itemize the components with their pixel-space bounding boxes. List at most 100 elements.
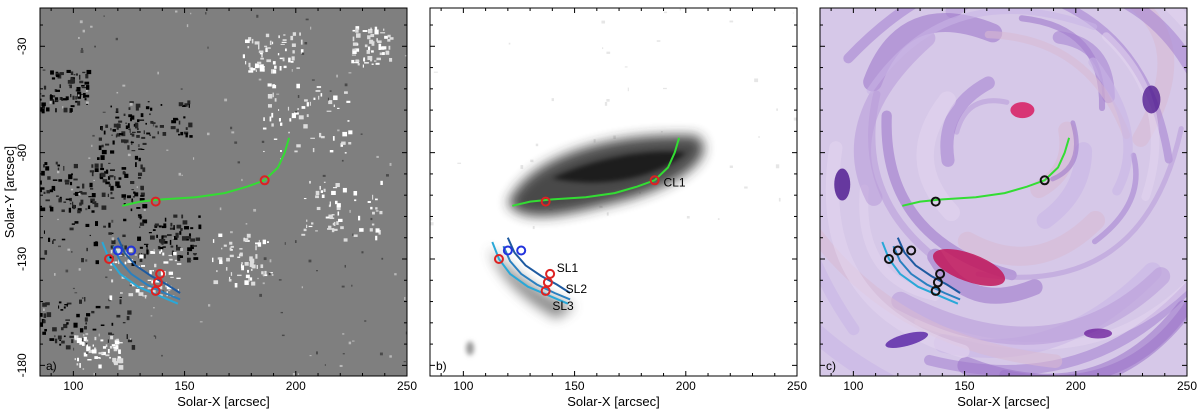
axes: 100 150 200 250: [430, 8, 807, 393]
negative-polarity-patch: [81, 84, 85, 87]
positive-polarity-patch: [298, 115, 304, 120]
negative-polarity-patch: [85, 223, 90, 228]
negative-polarity-patch: [142, 142, 147, 145]
faint-emission-speck: [606, 98, 610, 102]
negative-polarity-patch: [121, 167, 127, 170]
negative-polarity-patch: [110, 191, 113, 195]
field-ribbon: [853, 29, 936, 206]
negative-polarity-patch: [76, 186, 80, 189]
negative-polarity-patch: [60, 309, 64, 311]
positive-polarity-patch: [83, 336, 87, 342]
positive-polarity-patch: [212, 257, 214, 263]
positive-polarity-patch: [375, 198, 378, 201]
positive-polarity-patch: [303, 198, 307, 200]
positive-polarity-patch: [135, 288, 140, 293]
positive-polarity-patch: [347, 120, 350, 122]
negative-polarity-patch: [170, 245, 174, 248]
footpoint-marker: [259, 175, 270, 186]
positive-polarity-patch: [378, 229, 381, 235]
negative-polarity-patch: [187, 247, 193, 252]
positive-polarity-patch: [337, 107, 340, 109]
noise-pixel: [322, 174, 326, 177]
positive-polarity-patch: [113, 346, 117, 349]
negative-polarity-patch: [58, 301, 62, 304]
positive-polarity-patch: [364, 62, 369, 64]
positive-polarity-patch: [362, 64, 364, 68]
positive-polarity-patch: [109, 269, 112, 271]
footpoint-marker: [932, 277, 943, 288]
field-ribbon: [891, 267, 1171, 345]
negative-polarity-patch: [161, 235, 164, 241]
negative-polarity-patch: [72, 201, 74, 207]
negative-polarity-patch: [92, 201, 97, 205]
negative-polarity-patch: [52, 179, 58, 181]
negative-polarity-patch: [55, 74, 60, 78]
negative-polarity-patch: [110, 333, 115, 335]
negative-polarity-patch: [32, 255, 37, 256]
positive-polarity-patch: [310, 137, 315, 139]
negative-polarity-patch: [36, 158, 39, 163]
positive-polarity-patch: [237, 256, 241, 258]
negative-polarity-patch: [33, 316, 36, 320]
positive-polarity-patch: [305, 224, 308, 229]
positive-polarity-patch: [367, 55, 373, 61]
noise-pixel: [88, 157, 91, 159]
positive-polarity-patch: [109, 295, 113, 301]
positive-polarity-patch: [372, 41, 375, 43]
footpoint-marker: [542, 277, 553, 288]
noise-pixel: [297, 95, 300, 98]
negative-polarity-patch: [134, 155, 139, 160]
positive-polarity-patch: [370, 206, 373, 210]
positive-polarity-patch: [351, 54, 357, 56]
positive-polarity-patch: [93, 347, 97, 351]
negative-polarity-patch: [41, 108, 45, 114]
noise-pixel: [352, 233, 354, 236]
positive-polarity-patch: [262, 68, 265, 72]
negative-polarity-patch: [31, 248, 36, 251]
noise-pixel: [370, 217, 373, 221]
noise-pixel: [178, 172, 182, 176]
positive-polarity-patch: [267, 83, 272, 87]
positive-polarity-patch: [92, 344, 95, 347]
positive-polarity-patch: [262, 239, 267, 245]
loop-annotation-sl2: SL2: [566, 282, 588, 296]
field-ribbon: [954, 98, 1010, 135]
field-ribbon: [957, 210, 1106, 266]
negative-polarity-patch: [79, 328, 84, 333]
positive-polarity-patch: [255, 242, 260, 245]
positive-polarity-patch: [316, 206, 321, 211]
negative-polarity-patch: [99, 176, 104, 180]
axes: 100 150 200 250 -30 -80 -130 -180: [15, 8, 417, 393]
positive-polarity-patch: [239, 252, 243, 256]
positive-polarity-patch: [294, 150, 298, 153]
positive-polarity-patch: [301, 233, 306, 236]
noise-pixel: [245, 223, 248, 225]
negative-polarity-patch: [73, 163, 78, 169]
positive-polarity-patch: [159, 251, 161, 254]
footpoint-marker: [930, 196, 941, 207]
noise-pixel: [53, 335, 56, 338]
positive-polarity-patch: [285, 48, 287, 52]
positive-polarity-patch: [299, 32, 301, 36]
negative-polarity-patch: [66, 302, 72, 305]
noise-pixel: [341, 159, 344, 162]
positive-polarity-patch: [109, 345, 113, 349]
negative-polarity-patch: [36, 230, 39, 233]
negative-polarity-patch: [100, 167, 105, 171]
negative-polarity-patch: [110, 197, 115, 199]
negative-polarity-patch: [77, 101, 81, 106]
positive-polarity-patch: [332, 187, 338, 189]
negative-polarity-patch: [140, 187, 144, 191]
positive-polarity-patch: [283, 34, 286, 36]
negative-polarity-patch: [66, 322, 69, 325]
negative-polarity-patch: [63, 165, 65, 171]
negative-polarity-patch: [133, 191, 136, 194]
negative-polarity-patch: [192, 253, 197, 255]
noise-pixel: [205, 12, 207, 15]
noise-pixel: [381, 257, 384, 260]
negative-polarity-patch: [90, 200, 93, 203]
positive-polarity-patch: [263, 117, 265, 122]
positive-polarity-patch: [241, 262, 243, 265]
noise-pixel: [301, 52, 305, 55]
positive-polarity-patch: [300, 49, 304, 54]
